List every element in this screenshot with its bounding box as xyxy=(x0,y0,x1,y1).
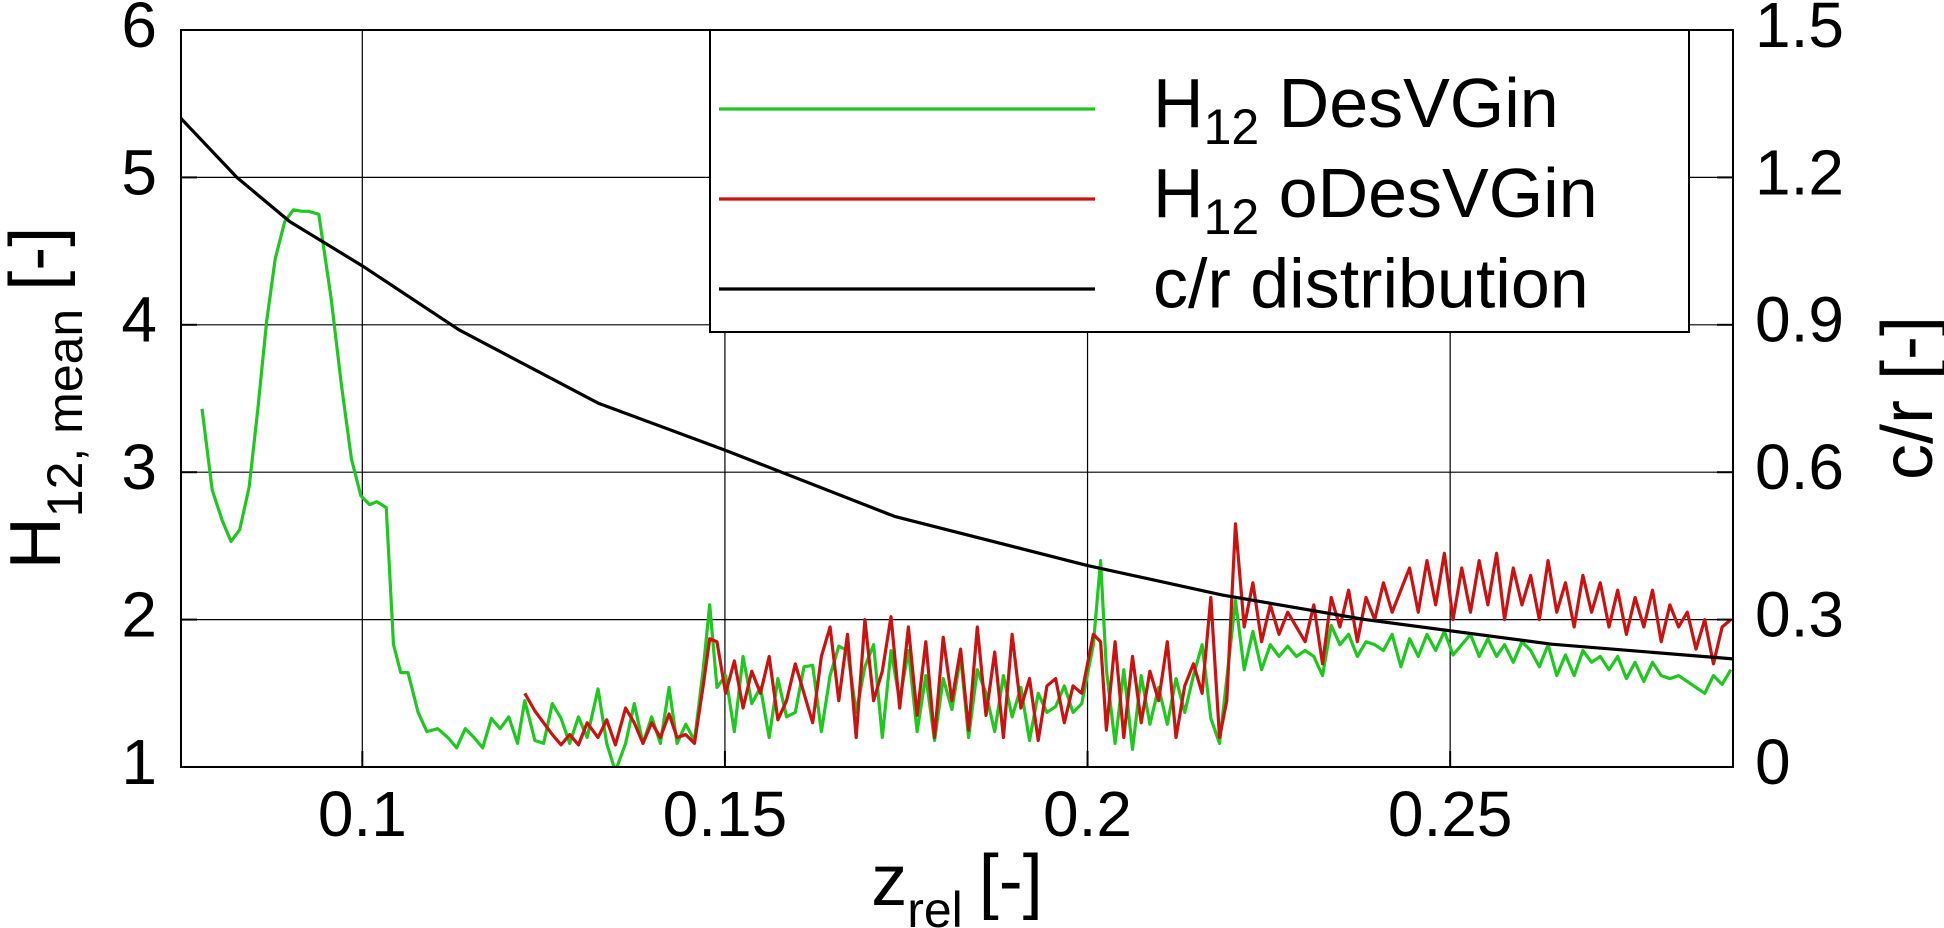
y-tick-label: 6 xyxy=(121,0,157,61)
y-tick-label: 4 xyxy=(121,284,157,356)
y-axis-label: H12, mean [-] xyxy=(0,227,93,569)
legend-label: c/r distribution xyxy=(1153,244,1589,322)
y-tick-label: 1 xyxy=(121,726,157,798)
series-line xyxy=(523,522,1732,747)
y2-tick-label: 0.6 xyxy=(1755,431,1844,503)
y-tick-label: 2 xyxy=(121,579,157,651)
x-tick-label: 0.25 xyxy=(1388,778,1513,850)
y2-tick-label: 0.9 xyxy=(1755,284,1844,356)
y-label-unit: [-] xyxy=(0,227,76,291)
x-tick-label: 0.2 xyxy=(1043,778,1132,850)
x-label-symbol: z xyxy=(871,841,907,921)
y2-tick-label: 1.2 xyxy=(1755,136,1844,208)
series-line xyxy=(181,117,1733,661)
x-tick-label: 0.1 xyxy=(318,778,407,850)
y-tick-label: 5 xyxy=(121,136,157,208)
x-tick-label: 0.15 xyxy=(663,778,788,850)
y-label-symbol: H xyxy=(0,517,76,569)
legend-label: H12 DesVGin xyxy=(1153,64,1559,155)
y2-axis-label: c/r [-] xyxy=(1868,316,1944,480)
y-label-subscript: 12, mean xyxy=(37,309,93,517)
x-axis-label: zrel [-] xyxy=(871,841,1043,928)
legend-label: H12 oDesVGin xyxy=(1153,154,1598,245)
x-label-unit: [-] xyxy=(979,841,1043,921)
y2-tick-label: 0.3 xyxy=(1755,579,1844,651)
x-label-subscript: rel xyxy=(907,882,963,928)
legend-box xyxy=(709,29,1690,333)
y2-tick-label: 1.5 xyxy=(1755,0,1844,61)
y2-tick-label: 0 xyxy=(1755,726,1791,798)
ticks: 0.1 0.15 0.2 0.25 1 2 3 4 5 6 0 0.3 0.6 0.9 1.2 1.5 xyxy=(121,0,1844,850)
y-tick-label: 3 xyxy=(121,431,157,503)
series-line xyxy=(200,208,1733,767)
plot-area xyxy=(181,117,1733,767)
